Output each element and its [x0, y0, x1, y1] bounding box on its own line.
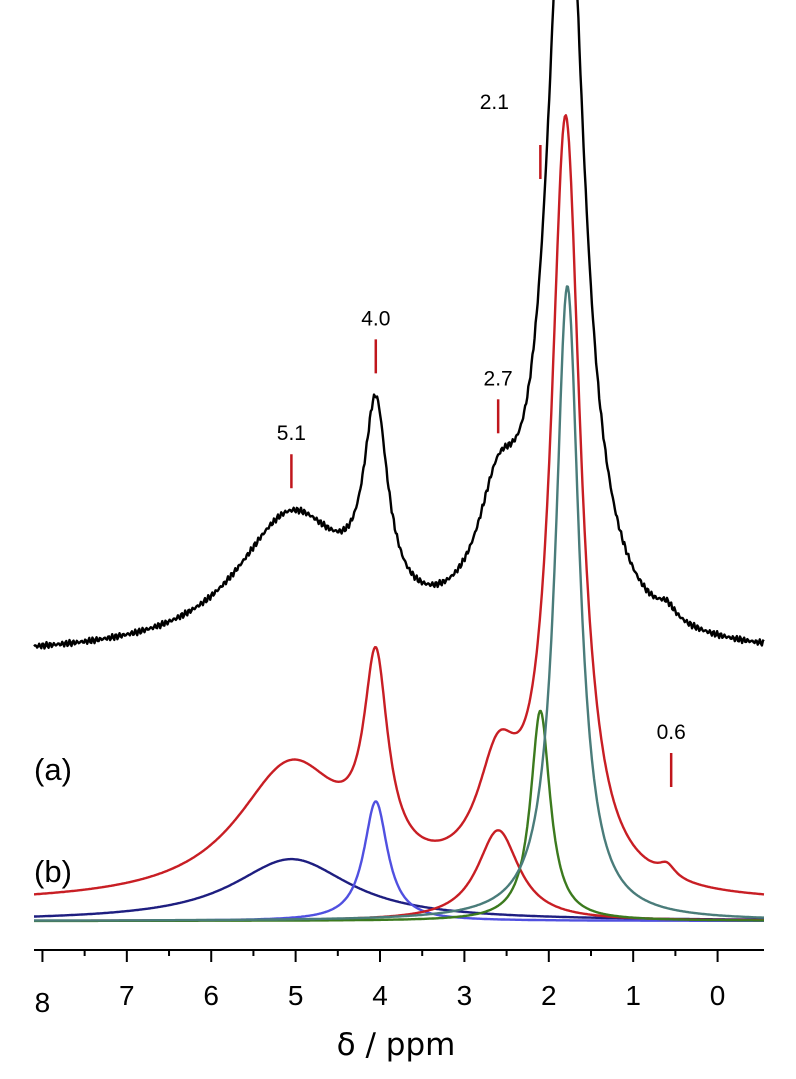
x-tick-label-1: 1 [625, 980, 641, 1011]
x-ticks: 8 7 6 5 4 3 2 1 0 [35, 950, 726, 1018]
series-line-experimental-a- [33, 0, 765, 650]
series-line-component-2-7-ppm [33, 829, 765, 922]
series-line-component-1-8-ppm [33, 285, 765, 922]
x-tick-label-0: 0 [710, 980, 726, 1011]
x-tick-label-6: 6 [203, 980, 219, 1011]
spectrum-traces [33, 0, 765, 923]
trace-label-a: (a) [34, 752, 72, 787]
peak-label-5-1: 5.1 [277, 422, 306, 445]
peak-markers [290, 144, 673, 787]
series-line-fit-sum-b- [33, 114, 765, 896]
x-tick-label-7: 7 [119, 980, 135, 1011]
x-tick-label-2: 2 [541, 980, 557, 1011]
x-tick-label-3: 3 [457, 980, 473, 1011]
peak-labels: 1.82.12.74.05.10.6 [277, 91, 686, 744]
peak-label-0-6: 0.6 [657, 721, 686, 744]
x-tick-label-5: 5 [288, 980, 304, 1011]
peak-label-4-0: 4.0 [361, 307, 390, 330]
trace-labels: (a) (b) [34, 752, 72, 889]
trace-label-b: (b) [34, 854, 72, 889]
x-tick-label-8: 8 [35, 987, 51, 1018]
peak-label-2-7: 2.7 [484, 367, 513, 390]
x-axis: 8 7 6 5 4 3 2 1 0 δ / ppm [34, 949, 764, 1063]
x-axis-title: δ / ppm [337, 1027, 456, 1063]
x-tick-label-4: 4 [372, 980, 388, 1011]
peak-label-2-1: 2.1 [480, 91, 509, 114]
